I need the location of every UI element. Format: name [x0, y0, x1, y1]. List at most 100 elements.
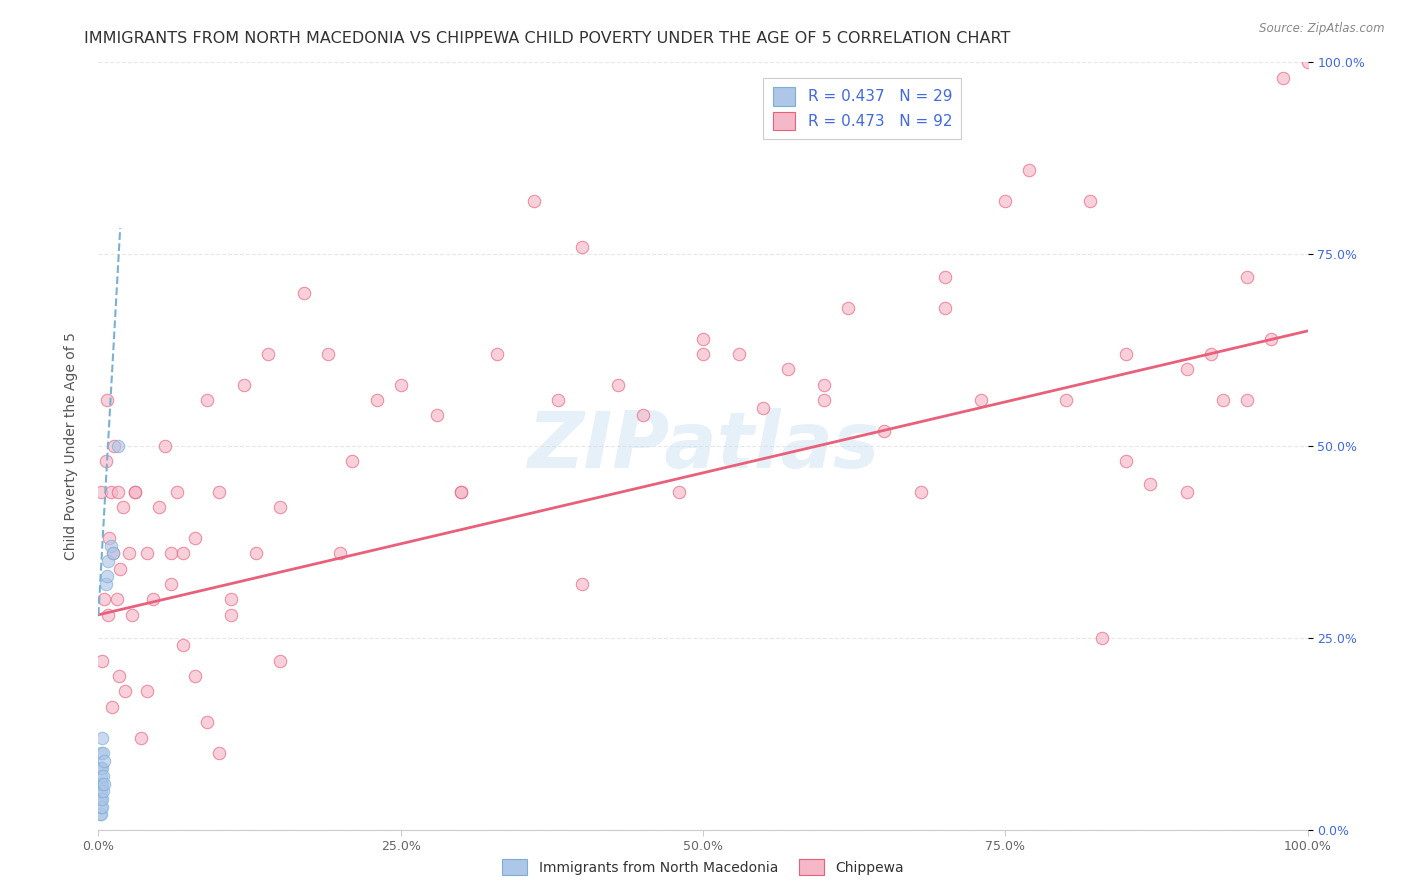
Point — [450, 485, 472, 500]
Point — [934, 301, 956, 315]
Point — [90, 769, 112, 783]
Point — [160, 546, 183, 560]
Point — [153, 439, 176, 453]
Point — [245, 546, 267, 560]
Point — [208, 485, 231, 500]
Point — [96, 392, 118, 407]
Point — [108, 669, 131, 683]
Point — [221, 592, 243, 607]
Point — [90, 807, 112, 822]
Point — [96, 569, 118, 583]
Point — [910, 485, 932, 500]
Point — [1236, 392, 1258, 407]
Legend: Immigrants from North Macedonia, Chippewa: Immigrants from North Macedonia, Chippew… — [496, 854, 910, 880]
Point — [93, 592, 115, 607]
Point — [91, 746, 114, 760]
Point — [100, 699, 122, 714]
Point — [837, 301, 859, 315]
Point — [172, 546, 194, 560]
Y-axis label: Child Poverty Under the Age of 5: Child Poverty Under the Age of 5 — [63, 332, 77, 560]
Point — [100, 485, 122, 500]
Point — [101, 546, 124, 560]
Point — [450, 485, 472, 500]
Point — [1175, 485, 1198, 500]
Legend: R = 0.437   N = 29, R = 0.473   N = 92: R = 0.437 N = 29, R = 0.473 N = 92 — [763, 78, 962, 139]
Point — [91, 769, 114, 783]
Point — [873, 424, 896, 438]
Point — [160, 577, 183, 591]
Point — [124, 485, 146, 500]
Point — [269, 654, 291, 668]
Point — [1139, 477, 1161, 491]
Point — [607, 377, 630, 392]
Point — [256, 347, 278, 361]
Text: ZIPatlas: ZIPatlas — [527, 408, 879, 484]
Point — [728, 347, 751, 361]
Point — [523, 194, 546, 208]
Point — [91, 784, 114, 798]
Point — [118, 546, 141, 560]
Point — [1272, 70, 1295, 85]
Point — [668, 485, 690, 500]
Point — [269, 500, 291, 515]
Point — [105, 592, 128, 607]
Point — [89, 761, 111, 775]
Text: Source: ZipAtlas.com: Source: ZipAtlas.com — [1260, 22, 1385, 36]
Point — [97, 607, 120, 622]
Point — [135, 546, 157, 560]
Point — [195, 392, 218, 407]
Point — [91, 731, 114, 745]
Point — [89, 807, 111, 822]
Point — [1018, 162, 1040, 177]
Point — [93, 754, 115, 768]
Point — [631, 409, 654, 423]
Point — [1212, 392, 1234, 407]
Point — [1115, 454, 1137, 468]
Point — [121, 607, 143, 622]
Point — [329, 546, 352, 560]
Point — [776, 362, 799, 376]
Point — [1091, 631, 1114, 645]
Point — [1054, 392, 1077, 407]
Point — [184, 531, 207, 545]
Point — [90, 799, 112, 814]
Point — [91, 792, 114, 806]
Point — [90, 746, 112, 760]
Point — [129, 731, 152, 745]
Point — [970, 392, 993, 407]
Point — [90, 784, 112, 798]
Point — [426, 409, 449, 423]
Point — [172, 639, 194, 653]
Point — [91, 776, 114, 790]
Point — [124, 485, 146, 500]
Point — [90, 792, 112, 806]
Point — [94, 577, 117, 591]
Point — [208, 746, 231, 760]
Point — [692, 332, 714, 346]
Point — [1199, 347, 1222, 361]
Point — [486, 347, 509, 361]
Point — [107, 485, 129, 500]
Point — [389, 377, 412, 392]
Point — [91, 654, 114, 668]
Point — [571, 239, 593, 253]
Point — [89, 776, 111, 790]
Point — [1078, 194, 1101, 208]
Point — [97, 554, 120, 568]
Point — [91, 761, 114, 775]
Point — [184, 669, 207, 683]
Point — [98, 531, 121, 545]
Point — [934, 270, 956, 285]
Point — [90, 485, 112, 500]
Point — [813, 377, 835, 392]
Point — [813, 392, 835, 407]
Point — [366, 392, 388, 407]
Point — [232, 377, 254, 392]
Point — [108, 562, 131, 576]
Point — [195, 715, 218, 730]
Point — [111, 500, 134, 515]
Point — [1296, 55, 1319, 70]
Point — [994, 194, 1017, 208]
Point — [94, 454, 117, 468]
Point — [1115, 347, 1137, 361]
